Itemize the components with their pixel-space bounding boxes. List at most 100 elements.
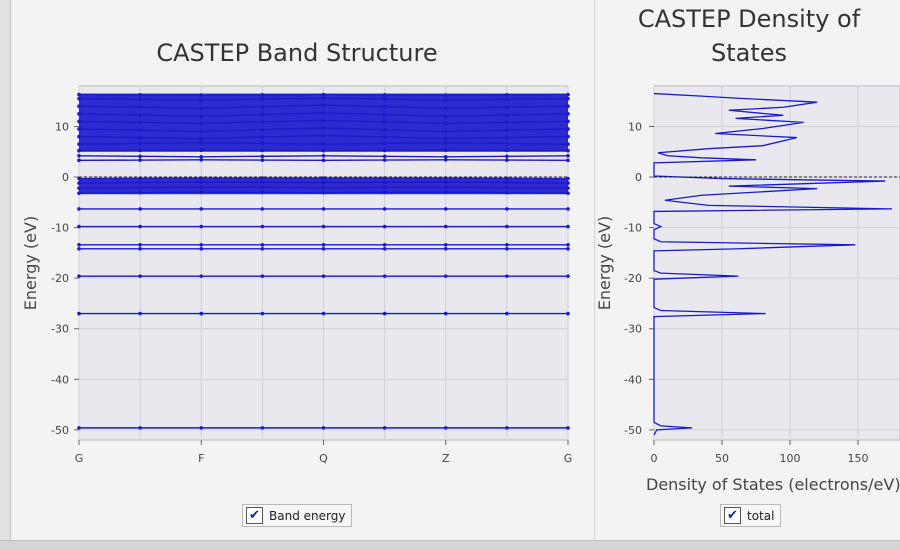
band-point [443,242,448,247]
band-point [260,274,265,278]
band-y-tick-label: -30 [51,323,69,336]
band-point [77,207,81,211]
band-point [566,186,570,190]
band-legend-checkbox[interactable]: ✔ [246,507,263,524]
band-point [443,207,448,211]
band-point [566,191,570,196]
band-point [138,113,142,117]
band-point [138,154,142,159]
band-point [443,106,448,111]
dos-x-tick-label: 100 [780,452,801,465]
dos-y-tick-label: -10 [624,222,642,235]
band-point [77,153,81,158]
dos-legend[interactable]: ✔ total [720,504,782,527]
band-point [77,311,81,316]
band-point [321,158,326,163]
band-point [382,247,387,251]
band-point [199,155,204,159]
band-point [199,129,204,134]
band-point [566,224,570,229]
band-point [505,311,509,316]
band-point [566,426,570,430]
band-point [505,148,509,153]
band-point [77,426,81,430]
band-point [443,274,448,278]
band-point [505,180,509,185]
band-point [566,311,570,316]
check-icon: ✔ [249,508,260,523]
band-point [138,224,142,229]
band-point [260,104,265,109]
band-point [566,158,570,163]
band-point [505,97,509,102]
band-point [505,105,509,110]
band-point [321,148,326,153]
band-point [443,129,448,134]
band-point [382,185,387,190]
band-point [77,92,81,97]
band-point [260,135,265,139]
band-point [321,224,326,229]
band-point [321,133,326,138]
band-point [77,191,81,196]
band-point [321,274,326,278]
band-point [260,127,265,132]
band-point [443,121,448,126]
dos-x-tick-label: 0 [651,452,658,465]
band-point [382,180,387,185]
band-point [138,190,142,195]
band-point [382,242,387,247]
band-structure-panel: CASTEP Band Structure 10 0 -10 -20 -30 -40 -50… [12,0,595,540]
band-point [260,180,265,185]
band-point [260,93,265,97]
band-point [382,158,387,162]
band-point [443,190,448,194]
band-point [260,426,265,430]
band-point [505,185,509,190]
band-point [321,153,326,158]
band-point [138,93,142,97]
band-point [382,112,387,117]
band-point [443,98,448,102]
band-point [443,155,448,159]
dos-y-tick-label: 10 [628,120,642,133]
band-point [505,242,509,247]
dos-x-axis-label: Density of States (electrons/eV) [646,475,900,494]
band-point [443,93,448,97]
band-point [260,158,265,162]
band-point [77,96,81,101]
band-point [138,148,142,153]
band-y-tick-label: -50 [51,424,69,437]
band-y-tick-label: 10 [55,120,69,133]
band-point [199,426,204,430]
band-point [321,185,326,190]
dos-y-tick-label: 0 [635,171,642,184]
band-point [138,158,142,162]
dos-y-tick-label: -50 [624,424,642,437]
band-y-tick-label: 0 [62,171,69,184]
band-point [321,111,326,115]
band-point [138,128,142,133]
band-point [382,311,387,316]
band-point [505,93,509,97]
band-point [138,141,142,146]
band-point [138,426,142,430]
band-legend-label: Band energy [269,508,346,523]
band-legend[interactable]: ✔ Band energy [242,504,353,527]
band-point [77,119,81,124]
band-point [138,120,142,125]
band-point [321,142,326,146]
band-point [260,190,265,195]
dos-x-tick-label: 50 [715,452,729,465]
band-point [443,185,448,189]
band-point [566,176,570,181]
band-point [138,247,142,251]
band-point [443,158,448,162]
band-point [566,247,570,251]
band-point [321,126,326,130]
band-point [199,136,204,141]
dos-total-line [653,92,893,436]
band-x-tick-label: G [75,452,84,465]
dos-legend-checkbox[interactable]: ✔ [724,507,741,524]
band-y-tick-label: -10 [51,222,69,235]
